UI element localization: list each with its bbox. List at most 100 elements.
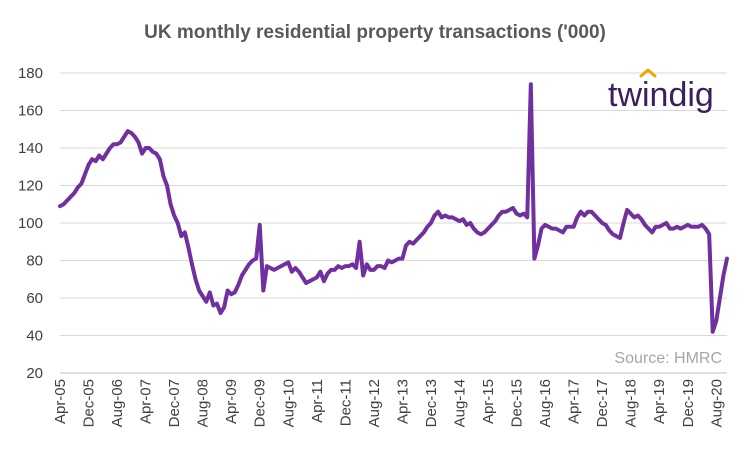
data-point [422,230,426,234]
data-point [664,221,668,225]
data-point [72,191,76,195]
data-point [632,215,636,219]
data-point [550,227,554,231]
data-point [208,290,212,294]
y-tick-label-140: 140 [18,140,43,157]
data-point [297,270,301,274]
data-point [140,152,144,156]
data-point [272,268,276,272]
data-point [568,225,572,229]
data-point [251,259,255,263]
data-point [147,146,151,150]
data-point [311,277,315,281]
data-point [183,230,187,234]
data-point [472,227,476,231]
x-tick-label: Aug-12 [366,379,383,427]
data-point [161,174,165,178]
data-point [58,204,62,208]
data-point [672,227,676,231]
data-point [579,210,583,214]
data-point [618,236,622,240]
data-point [543,223,547,227]
data-point [354,266,358,270]
data-point [276,266,280,270]
data-point [654,225,658,229]
data-point [497,214,501,218]
data-point [358,240,362,244]
chart-title: UK monthly residential property transact… [144,22,606,43]
data-point [119,140,123,144]
data-point [368,268,372,272]
data-point [304,281,308,285]
data-point [190,262,194,266]
data-point [540,227,544,231]
data-point [393,259,397,263]
data-point [650,230,654,234]
y-tick-label-60: 60 [26,290,43,307]
data-point [625,208,629,212]
data-point [668,227,672,231]
data-point [443,214,447,218]
x-tick-label: Aug-20 [708,379,725,427]
data-point [465,223,469,227]
data-point [197,289,201,293]
data-point [350,262,354,266]
data-point [268,266,272,270]
data-point [379,264,383,268]
x-tick-label: Apr-19 [651,379,668,424]
y-axis-ticks: 20 40 60 80 100 120 140 160 180 [18,65,43,382]
data-point [440,215,444,219]
data-point [258,223,262,227]
x-tick-label: Dec-17 [594,379,611,427]
data-point [693,225,697,229]
data-point [400,257,404,261]
data-point [661,223,665,227]
data-points [58,82,729,334]
data-point [375,264,379,268]
data-point [525,215,529,219]
data-point [507,208,511,212]
data-point [547,225,551,229]
data-point [97,154,101,158]
data-point [129,131,133,135]
data-point [361,274,365,278]
data-point [511,206,515,210]
data-point [386,259,390,263]
data-point [254,257,258,261]
data-point [479,232,483,236]
data-point [226,289,230,293]
data-point [711,330,715,334]
y-tick-label-40: 40 [26,328,43,345]
data-point [557,229,561,233]
x-tick-label: Dec-15 [509,379,526,427]
data-point [76,185,80,189]
data-point [65,199,69,203]
data-point [112,142,116,146]
data-point [461,217,465,221]
data-point [165,184,169,188]
x-tick-label: Aug-08 [195,379,212,427]
data-point [372,268,376,272]
x-tick-label: Aug-18 [623,379,640,427]
source-note: Source: HMRC [614,350,722,367]
data-point [636,214,640,218]
data-point [169,202,173,206]
twindig-logo: twindig [608,68,714,114]
data-point [490,223,494,227]
data-point [87,163,91,167]
data-point [589,210,593,214]
data-point [529,82,533,86]
data-point [657,225,661,229]
data-point [240,274,244,278]
data-point [604,223,608,227]
data-point [639,217,643,221]
data-point [679,227,683,231]
data-point [518,214,522,218]
data-point [475,230,479,234]
data-point [415,238,419,242]
data-point [293,266,297,270]
data-point [151,150,155,154]
data-point [194,277,198,281]
data-point [326,272,330,276]
